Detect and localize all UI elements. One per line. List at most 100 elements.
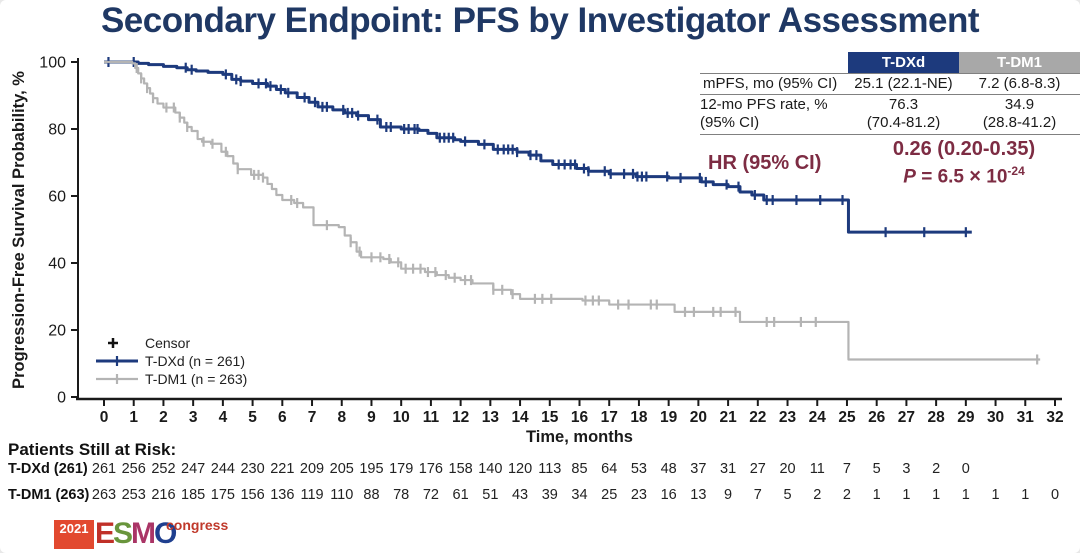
y-tick-label: 100 [39, 55, 66, 72]
p-exponent: -24 [1007, 164, 1025, 178]
at-risk-count: 119 [300, 487, 324, 503]
y-tick-label: 60 [48, 189, 66, 206]
pfs12-tdm1-value: 34.9 (28.8-41.2) [959, 95, 1080, 134]
at-risk-count: 1 [1021, 487, 1030, 503]
pfs12-label: 12-mo PFS rate, % (95% CI) [700, 95, 848, 134]
at-risk-count: 205 [329, 461, 354, 477]
stats-header-tdxd: T-DXd [848, 52, 959, 73]
x-tick-label: 12 [452, 409, 469, 426]
at-risk-count: 1 [932, 487, 941, 503]
mpfs-label: mPFS, mo (95% CI) [703, 75, 838, 92]
stats-table: T-DXd T-DM1 mPFS, mo (95% CI) 25.1 (22.1… [700, 52, 1080, 188]
x-tick-label: 31 [1017, 409, 1035, 426]
x-tick-label: 7 [308, 409, 317, 426]
y-tick-label: 0 [57, 390, 66, 407]
x-tick-label: 32 [1046, 409, 1063, 426]
at-risk-count: 120 [507, 461, 533, 477]
pfs12-label-line2: (95% CI) [700, 114, 760, 131]
at-risk-count: 7 [753, 487, 762, 503]
at-risk-count: 2 [813, 487, 822, 503]
at-risk-heading: Patients Still at Risk: [8, 440, 177, 459]
at-risk-count: 3 [902, 461, 911, 477]
at-risk-count: 136 [270, 487, 295, 503]
x-tick-label: 30 [987, 409, 1004, 426]
x-tick-label: 8 [337, 409, 346, 426]
at-risk-count: 175 [210, 487, 235, 503]
pfs12-label-line1: 12-mo PFS rate, % [700, 96, 828, 113]
x-tick-label: 1 [129, 409, 138, 426]
at-risk-count: 261 [91, 461, 117, 477]
at-risk-count: 256 [121, 461, 146, 477]
x-tick-label: 16 [571, 409, 589, 426]
at-risk-row: T-DM1 (263) 263 253 216 185 175 156 136 119 110 88… [0, 487, 1080, 507]
at-risk-count: 216 [151, 487, 176, 503]
at-risk-count: 16 [660, 487, 677, 503]
at-risk-count: 23 [630, 487, 647, 503]
at-risk-count: 263 [91, 487, 117, 503]
legend-label-tdm1: T-DM1 (n = 263) [145, 371, 247, 387]
y-tick-label: 80 [48, 122, 66, 139]
slide-title: Secondary Endpoint: PFS by Investigator … [100, 1, 980, 40]
stats-header-tdm1: T-DM1 [959, 52, 1080, 73]
at-risk-count: 5 [872, 461, 881, 477]
at-risk-count: 195 [359, 461, 384, 477]
x-tick-label: 22 [749, 409, 766, 426]
km-curve-tdm1 [104, 60, 1041, 361]
x-tick-label: 11 [423, 409, 440, 426]
at-risk-count: 27 [749, 461, 766, 477]
at-risk-count: 176 [418, 461, 443, 477]
at-risk-row-label: T-DXd (261) [8, 461, 88, 477]
x-tick-label: 5 [248, 409, 257, 426]
pfs12-tdxd-value: 76.3 (70.4-81.2) [848, 95, 959, 134]
p-base: 10 [980, 166, 1008, 188]
at-risk-count: 7 [842, 461, 851, 477]
at-risk-count: 1 [961, 487, 970, 503]
at-risk-count: 156 [240, 487, 265, 503]
p-symbol: P [903, 166, 916, 188]
legend-label-tdxd: T-DXd (n = 261) [145, 353, 245, 369]
x-tick-label: 24 [809, 409, 827, 426]
x-tick-label: 13 [482, 409, 500, 426]
at-risk-count: 1 [902, 487, 911, 503]
at-risk-count: 158 [448, 461, 473, 477]
pfs12-tdm1-line2: (28.8-41.2) [982, 114, 1057, 131]
x-tick-label: 9 [367, 409, 376, 426]
at-risk-count: 230 [240, 461, 265, 477]
x-tick-label: 25 [838, 409, 856, 426]
x-tick-label: 6 [278, 409, 287, 426]
at-risk-count: 48 [660, 461, 677, 477]
pfs12-tdxd-line1: 76.3 [888, 96, 919, 113]
at-risk-count: 253 [121, 487, 146, 503]
at-risk-count: 53 [630, 461, 647, 477]
x-tick-label: 14 [511, 409, 529, 426]
mpfs-tdxd-value: 25.1 (22.1-NE) [854, 75, 953, 92]
x-tick-label: 28 [928, 409, 946, 426]
x-tick-label: 27 [898, 409, 915, 426]
x-tick-label: 29 [957, 409, 975, 426]
x-tick-label: 18 [630, 409, 648, 426]
x-tick-label: 26 [868, 409, 886, 426]
at-risk-count: 113 [538, 461, 562, 477]
x-tick-label: 0 [100, 409, 109, 426]
at-risk-count: 61 [452, 487, 469, 503]
mpfs-tdm1-value: 7.2 (6.8-8.3) [978, 75, 1061, 92]
at-risk-count: 209 [299, 461, 325, 477]
at-risk-count: 43 [511, 487, 529, 503]
esmo-letter: S [113, 517, 133, 550]
at-risk-count: 1 [872, 487, 881, 503]
x-tick-label: 4 [219, 409, 228, 426]
at-risk-count: 85 [571, 461, 588, 477]
at-risk-count: 34 [571, 487, 588, 503]
pfs12-tdm1-line1: 34.9 [1004, 96, 1035, 113]
stats-header-empty [700, 52, 848, 73]
y-tick-label: 40 [48, 256, 66, 273]
at-risk-count: 39 [541, 487, 558, 503]
at-risk-count: 2 [842, 487, 851, 503]
at-risk-count: 20 [779, 461, 796, 477]
at-risk-count: 252 [151, 461, 176, 477]
at-risk-count: 221 [270, 461, 295, 477]
at-risk-count: 72 [422, 487, 439, 503]
at-risk-count: 179 [389, 461, 414, 477]
hr-label: HR (95% CI) [708, 151, 822, 174]
pfs12-tdxd-line2: (70.4-81.2) [866, 114, 941, 131]
